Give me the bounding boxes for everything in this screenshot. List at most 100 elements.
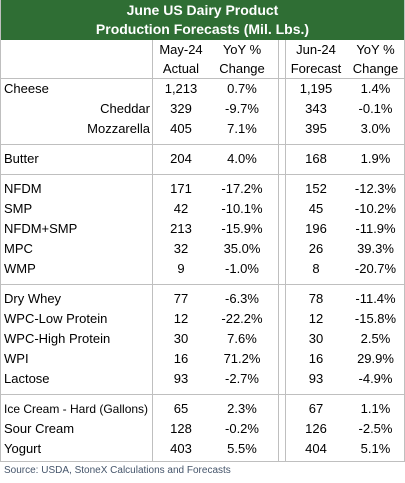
cell: -4.9%	[358, 371, 393, 386]
row-label: WPC-High Protein	[4, 331, 111, 346]
column-header: Jun-24	[296, 42, 336, 57]
cell: 329	[170, 101, 192, 116]
row-label: Cheddar	[100, 101, 150, 116]
cell: 16	[308, 351, 324, 366]
cell: -2.5%	[358, 421, 393, 436]
row-label: Cheese	[4, 81, 49, 96]
border	[0, 461, 405, 462]
cell: 404	[305, 441, 327, 456]
row-label: Dry Whey	[4, 291, 62, 306]
cell: 2.3%	[227, 401, 257, 416]
group-divider	[0, 284, 405, 285]
cell: 126	[305, 421, 327, 436]
cell: 9	[177, 261, 185, 276]
cell: 171	[170, 181, 192, 196]
cell: 78	[308, 291, 324, 306]
divider	[285, 40, 286, 462]
cell: -15.8%	[354, 311, 397, 326]
cell: 16	[173, 351, 189, 366]
row-label: Butter	[4, 151, 39, 166]
cell: 0.7%	[227, 81, 257, 96]
cell: 12	[173, 311, 189, 326]
column-header: Forecast	[290, 61, 342, 76]
cell: 168	[305, 151, 327, 166]
cell: 29.9%	[357, 351, 394, 366]
cell: 30	[308, 331, 324, 346]
cell: 3.0%	[360, 121, 391, 136]
cell: 35.0%	[223, 241, 261, 256]
border	[0, 0, 1, 462]
cell: -2.7%	[225, 371, 259, 386]
cell: -11.9%	[355, 221, 396, 236]
cell: 42	[173, 201, 189, 216]
cell: -1.0%	[225, 261, 259, 276]
column-header: Actual	[162, 61, 200, 76]
cell: 5.1%	[360, 441, 391, 456]
title-bar	[0, 0, 405, 40]
divider	[0, 78, 405, 79]
divider	[278, 40, 279, 462]
column-header: May-24	[159, 42, 203, 57]
column-header: Change	[352, 61, 399, 76]
cell: 196	[305, 221, 327, 236]
cell: -11.4%	[355, 291, 396, 306]
cell: 26	[308, 241, 324, 256]
cell: 7.6%	[227, 331, 257, 346]
divider	[152, 40, 153, 462]
cell: 4.0%	[227, 151, 257, 166]
row-label: Sour Cream	[4, 421, 75, 436]
row-label: WPI	[4, 351, 29, 366]
group-divider	[0, 144, 405, 145]
cell: 77	[173, 291, 189, 306]
row-label: NFDM+SMP	[4, 221, 78, 236]
cell: 403	[170, 441, 192, 456]
row-label: Yogurt	[4, 441, 42, 456]
cell: 213	[170, 221, 192, 236]
cell: 1.4%	[360, 81, 391, 96]
footer: Source: USDA, StoneX Calculations and Fo…	[4, 465, 231, 476]
cell: -20.7%	[354, 261, 397, 276]
cell: -0.2%	[225, 421, 259, 436]
group-divider	[0, 174, 405, 175]
cell: 5.5%	[227, 441, 257, 456]
row-label: WMP	[4, 261, 36, 276]
cell: 71.2%	[223, 351, 261, 366]
cell: 12	[308, 311, 324, 326]
cell: 8	[312, 261, 320, 276]
column-header: YoY %	[356, 42, 395, 57]
cell: -10.1%	[221, 201, 263, 216]
cell: 65	[173, 401, 189, 416]
row-label: Lactose	[4, 371, 50, 386]
cell: 45	[308, 201, 324, 216]
row-label: NFDM	[4, 181, 42, 196]
cell: 1,195	[299, 81, 333, 96]
cell: 30	[173, 331, 189, 346]
cell: 343	[305, 101, 327, 116]
cell: 152	[305, 181, 327, 196]
title-line: Production Forecasts (Mil. Lbs.)	[95, 21, 310, 37]
cell: 405	[170, 121, 192, 136]
group-divider	[0, 394, 405, 395]
cell: 93	[308, 371, 324, 386]
row-label: Mozzarella	[87, 121, 150, 136]
cell: -0.1%	[358, 101, 393, 116]
column-header: YoY %	[222, 42, 262, 57]
cell: -12.3%	[354, 181, 397, 196]
cell: 395	[305, 121, 327, 136]
cell: 32	[173, 241, 189, 256]
title-line: June US Dairy Product	[126, 2, 279, 18]
row-label: SMP	[4, 201, 33, 216]
cell: 39.3%	[357, 241, 394, 256]
cell: 1,213	[164, 81, 198, 96]
cell: 1.1%	[360, 401, 391, 416]
cell: -15.9%	[221, 221, 263, 236]
row-label: WPC-Low Protein	[4, 311, 108, 326]
cell: 1.9%	[360, 151, 391, 166]
cell: -22.2%	[221, 311, 263, 326]
cell: 93	[173, 371, 189, 386]
cell: -9.7%	[225, 101, 259, 116]
cell: 128	[170, 421, 192, 436]
cell: -10.2%	[354, 201, 397, 216]
cell: 67	[308, 401, 324, 416]
